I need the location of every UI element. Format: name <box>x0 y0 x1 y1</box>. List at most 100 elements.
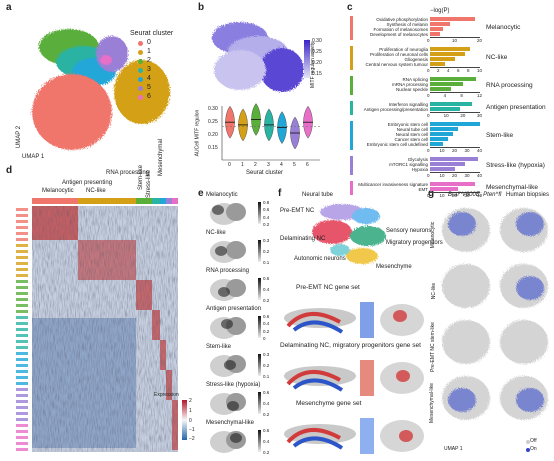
signature-colorbar-tick: 0.4 <box>263 321 270 327</box>
term-label: Proliferation of neuroglia <box>379 47 428 52</box>
legend-off-dot <box>526 440 530 444</box>
term-bar <box>430 57 455 61</box>
panel-label-f: f <box>278 188 282 199</box>
signature-colorbar <box>258 202 261 224</box>
gene-label-mark <box>16 388 28 391</box>
axis-tick: 10 <box>477 68 483 73</box>
group-color-bar <box>350 181 353 195</box>
term-bar <box>430 102 472 106</box>
gene-label-mark <box>16 370 28 373</box>
term-label: RNA splicing <box>402 77 428 82</box>
gene-label-mark <box>16 358 28 361</box>
panel-d-heatmap: Melanocytic NC-like Antigen presenting RNA … <box>14 139 200 456</box>
projection-umap <box>500 320 548 364</box>
signature-colorbar <box>258 240 261 262</box>
term-label: Neural stem cell <box>395 132 428 137</box>
panel-label-g: g <box>428 188 435 199</box>
gene-label-mark <box>16 364 28 367</box>
panel-b: 0.30 0.25 0.20 0.15 MITF regulon activit… <box>194 10 340 180</box>
gene-label-mark <box>16 340 28 343</box>
legend-on: On <box>530 446 537 452</box>
term-label: Embryonic stem cell <box>387 122 428 127</box>
axis-tick: 0 <box>427 93 430 98</box>
axis-tick: 30 <box>464 148 470 153</box>
cluster-dot <box>138 41 143 46</box>
violin-xtick: 4 <box>280 162 283 168</box>
group-axis: 0 10 20 30 <box>427 112 482 118</box>
axis-tick: 30 <box>464 173 470 178</box>
axis-tick: 10 <box>443 113 449 118</box>
heatmap-svg <box>16 198 187 452</box>
label-neural-tube: Neural tube <box>302 192 334 198</box>
projection-umap <box>442 320 490 364</box>
heatmap-column-header: Antigen presenting <box>62 180 113 186</box>
projection-umap <box>442 376 490 420</box>
term-bar <box>430 77 476 81</box>
cluster-dot <box>138 95 143 100</box>
mitf-plots <box>212 22 320 161</box>
gene-label-mark <box>16 322 28 325</box>
violin-xtick: 2 <box>254 162 257 168</box>
term-bar <box>430 22 450 26</box>
expression-legend-title: Expression <box>154 392 179 398</box>
group-color-bar <box>350 121 353 150</box>
gene-label-mark <box>16 226 28 229</box>
projection-umap <box>442 264 490 308</box>
gene-label-mark <box>16 250 28 253</box>
panel-label-d: d <box>6 165 13 176</box>
gene-label-mark <box>16 310 28 313</box>
signature-colorbar-tick: 0.2 <box>263 450 270 455</box>
panel-g-projection: Braf^V600E; Pten^fl Human biopsies Melan… <box>429 192 554 456</box>
axis-tick: 0 <box>427 113 430 118</box>
cluster-dot <box>138 50 143 55</box>
axis-tick: 4 <box>447 68 450 73</box>
enrichment-group: Interferon signalling Antigen processing/… <box>350 101 550 118</box>
gene-set-heatstrip <box>360 302 374 338</box>
trajectory-blue <box>292 320 344 334</box>
axis-tick: 40 <box>477 193 483 198</box>
cluster-dot <box>138 77 143 82</box>
term-bar <box>430 167 455 171</box>
term-label: Multicancer invasiveness signature <box>358 182 428 187</box>
signature-umap <box>210 355 246 377</box>
axis-tick: 0 <box>427 68 430 73</box>
violin-ytick-3: 0.15 <box>208 145 218 151</box>
signature-map-title: Stem-like <box>206 344 232 350</box>
gene-label-mark <box>16 424 28 427</box>
signature-map: Mesenchymal-like 0.6 0.4 0.2 <box>200 420 278 456</box>
panel-label-a: a <box>6 2 12 13</box>
enrichment-axis-title: −log(P) <box>430 8 450 14</box>
group-name: NC-like <box>486 54 508 61</box>
violin-xtick: 0 <box>228 162 231 168</box>
signature-colorbar <box>258 430 261 452</box>
gene-label-mark <box>16 316 28 319</box>
colorbar-label: MITF regulon activity <box>310 41 316 88</box>
axis-tick: 0 <box>427 173 430 178</box>
group-axis: 0 10 20 <box>427 37 482 43</box>
term-bar <box>430 107 460 111</box>
gene-label-mark <box>16 394 28 397</box>
enrichment-group: Glycolysis mTORC1 signalling Hypoxia 0 10 20 3… <box>350 156 550 178</box>
axis-tick: 4 <box>443 93 447 98</box>
signature-colorbar-tick: 0.2 <box>263 249 270 254</box>
panel-f-nc-mapping: Neural tube Pre-EMT NC Delaminating NC S… <box>280 192 443 456</box>
term-bar <box>430 27 443 31</box>
term-bar <box>430 62 445 66</box>
gene-label-mark <box>16 208 28 211</box>
axis-tick: 10 <box>439 193 445 198</box>
term-label: Nuclear speckle <box>395 87 428 92</box>
axis-tick: 30 <box>477 113 483 118</box>
colorbar-tick-1: 0.25 <box>312 49 322 55</box>
signature-map-title: Stress-like (hypoxia) <box>206 382 261 388</box>
signature-colorbar-tick: 0.6 <box>263 276 270 281</box>
axis-tick: 12 <box>477 93 483 98</box>
term-label: Cancer stem cell <box>394 137 428 142</box>
gene-label-mark <box>16 418 28 421</box>
signature-colorbar <box>258 392 261 414</box>
term-label: Synthesis of melanin <box>386 22 428 27</box>
signature-colorbar-tick: 0.6 <box>263 207 270 213</box>
umap-cluster-plot <box>32 29 170 150</box>
violin-ytick-2: 0.20 <box>208 132 218 138</box>
group-name: Melanocytic <box>486 24 521 31</box>
signature-umap <box>210 241 246 263</box>
